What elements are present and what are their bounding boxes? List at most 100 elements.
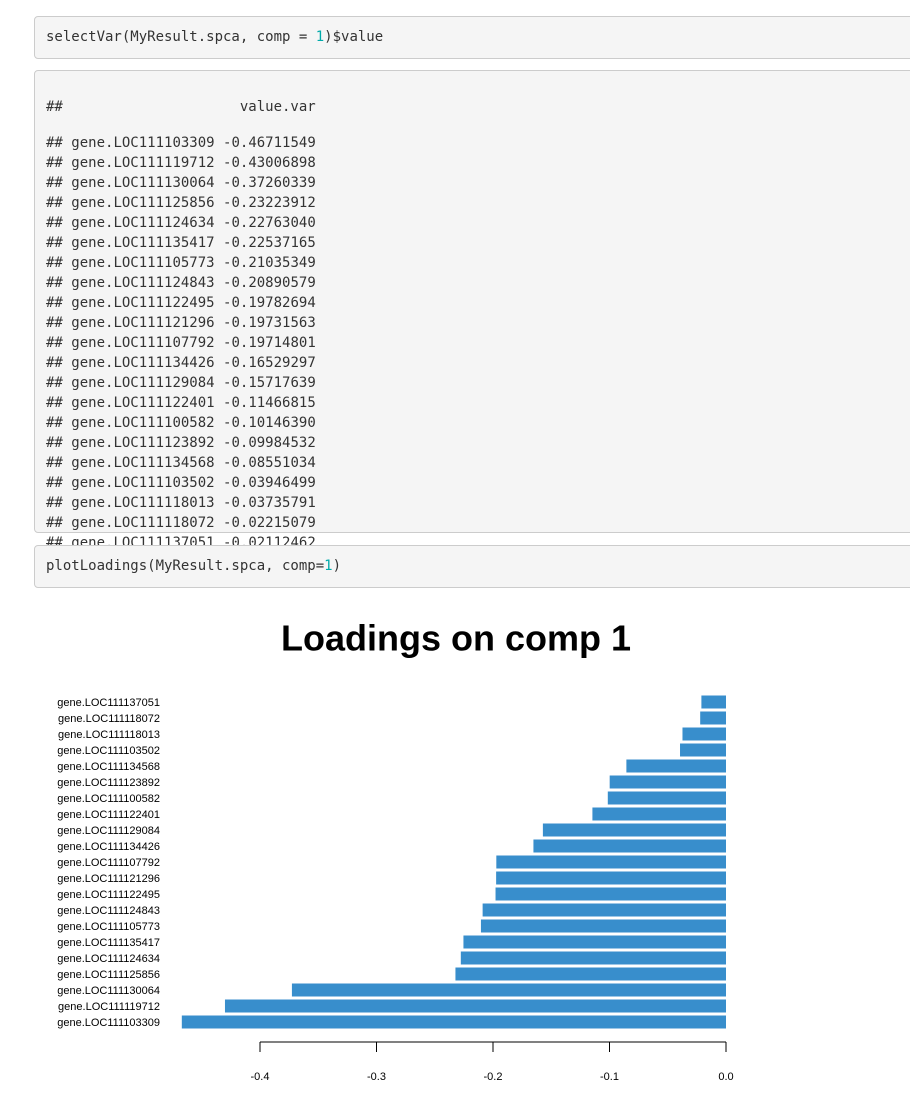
output-cell-text: -0.20890579: [223, 275, 316, 291]
output-cell-text: ##: [46, 515, 63, 531]
x-tick-label: 0.0: [718, 1071, 733, 1083]
y-tick-label: gene.LOC111122401: [57, 809, 160, 821]
output-row: ## gene.LOC111100582 -0.10146390: [46, 413, 910, 433]
y-tick-label: gene.LOC111134568: [57, 761, 160, 773]
bar: [680, 743, 726, 757]
output-cell-text: -0.19714801: [223, 335, 316, 351]
bar: [455, 967, 726, 981]
output-row: ## gene.LOC111107792 -0.19714801: [46, 333, 910, 353]
bar: [291, 983, 726, 997]
output-cell-text: ##: [46, 395, 63, 411]
y-tick-label: gene.LOC111118072: [58, 713, 160, 725]
x-tick-label: -0.2: [484, 1071, 503, 1083]
output-cell-text: ##: [46, 415, 63, 431]
bar: [482, 903, 726, 917]
y-tick-label: gene.LOC111107792: [57, 857, 160, 869]
output-cell-text: ##: [46, 315, 63, 331]
bar: [700, 711, 726, 725]
bar: [533, 839, 726, 853]
bar: [682, 727, 726, 741]
output-cell-text: ##: [46, 235, 63, 251]
output-cell-text: gene.LOC111121296: [71, 315, 215, 331]
output-row: ## gene.LOC111124634 -0.22763040: [46, 213, 910, 233]
y-tick-label: gene.LOC111100582: [57, 793, 160, 805]
y-tick-label: gene.LOC111103309: [57, 1017, 160, 1029]
output-cell-text: -0.22763040: [223, 215, 316, 231]
output-row: ## gene.LOC111103502 -0.03946499: [46, 473, 910, 493]
output-header: ## value.var: [46, 99, 316, 115]
y-tick-label: gene.LOC111118013: [58, 729, 160, 741]
output-cell-text: gene.LOC111103502: [71, 475, 215, 491]
chart-title: Loadings on comp 1: [281, 618, 631, 659]
output-cell-text: ##: [46, 215, 63, 231]
y-tick-label: gene.LOC111105773: [57, 921, 160, 933]
output-cell-text: gene.LOC111135417: [71, 235, 215, 251]
output-row: ## gene.LOC111118013 -0.03735791: [46, 493, 910, 513]
output-cell-text: -0.02215079: [223, 515, 316, 531]
bar: [609, 775, 726, 789]
output-cell-text: -0.22537165: [223, 235, 316, 251]
output-cell-text: gene.LOC111130064: [71, 175, 215, 191]
output-row: ## gene.LOC111130064 -0.37260339: [46, 173, 910, 193]
output-cell-text: -0.37260339: [223, 175, 316, 191]
output-row: ## gene.LOC111122401 -0.11466815: [46, 393, 910, 413]
output-row: ## gene.LOC111129084 -0.15717639: [46, 373, 910, 393]
bar: [480, 919, 726, 933]
code-number: 1: [315, 29, 325, 45]
x-tick-label: -0.4: [251, 1071, 270, 1083]
output-row: ## gene.LOC111121296 -0.19731563: [46, 313, 910, 333]
bar: [224, 999, 726, 1013]
output-cell-text: -0.19731563: [223, 315, 316, 331]
output-row: ## gene.LOC111134568 -0.08551034: [46, 453, 910, 473]
output-cell-text: -0.23223912: [223, 195, 316, 211]
x-tick-label: -0.1: [600, 1071, 619, 1083]
output-cell-text: gene.LOC111134426: [71, 355, 215, 371]
output-row: ## gene.LOC111125856 -0.23223912: [46, 193, 910, 213]
output-cell-text: gene.LOC111107792: [71, 335, 215, 351]
output-cell: ## value.var ## gene.LOC111103309 -0.467…: [34, 70, 910, 551]
output-cell-text: gene.LOC111124634: [71, 215, 215, 231]
y-tick-label: gene.LOC111119712: [58, 1001, 160, 1013]
bar: [542, 823, 726, 837]
output-cell-text: ##: [46, 435, 63, 451]
output-cell-text: gene.LOC111118072: [71, 515, 215, 531]
output-cell-text: ##: [46, 335, 63, 351]
output-cell-text: gene.LOC111118013: [71, 495, 215, 511]
output-cell-text: -0.03946499: [223, 475, 316, 491]
output-cell-text: -0.21035349: [223, 255, 316, 271]
output-cell-text: ##: [46, 295, 63, 311]
output-cell-text: ##: [46, 455, 63, 471]
output-cell-text: -0.08551034: [223, 455, 316, 471]
output-cell-text: gene.LOC111124843: [71, 275, 215, 291]
output-cell-text: gene.LOC111100582: [71, 415, 215, 431]
output-cell-text: -0.11466815: [223, 395, 316, 411]
output-row: ## gene.LOC111135417 -0.22537165: [46, 233, 910, 253]
output-row: ## gene.LOC111122495 -0.19782694: [46, 293, 910, 313]
y-tick-label: gene.LOC111124634: [57, 953, 160, 965]
code: plotLoadings(MyResult.spca, comp=: [46, 558, 325, 574]
output-row: ## gene.LOC111134426 -0.16529297: [46, 353, 910, 373]
code-number: 1: [324, 558, 333, 574]
y-tick-label: gene.LOC111130064: [57, 985, 160, 997]
output-cell-text: ##: [46, 475, 63, 491]
y-tick-label: gene.LOC111103502: [57, 745, 160, 757]
output-cell-text: ##: [46, 495, 63, 511]
code-cell: selectVar(MyResult.spca, comp = 1)$value: [34, 16, 910, 59]
bar: [460, 951, 726, 965]
output-cell-text: -0.16529297: [223, 355, 316, 371]
output-row: ## gene.LOC111105773 -0.21035349: [46, 253, 910, 273]
y-tick-label: gene.LOC111121296: [57, 873, 160, 885]
code: ): [332, 558, 342, 574]
output-cell-text: gene.LOC111129084: [71, 375, 215, 391]
output-cell-text: -0.10146390: [223, 415, 316, 431]
chart: Loadings on comp 1 gene.LOC111103309 gene…: [57, 618, 733, 1083]
bar: [495, 887, 726, 901]
bar: [701, 695, 726, 709]
output-cell-text: ##: [46, 135, 63, 151]
code: )$value: [324, 29, 384, 45]
y-tick-label: gene.LOC111124843: [57, 905, 160, 917]
output-cell-text: ##: [46, 175, 63, 191]
y-tick-label: gene.LOC111137051: [57, 697, 160, 709]
output-cell-text: gene.LOC111103309: [71, 135, 215, 151]
y-tick-label: gene.LOC111135417: [57, 937, 160, 949]
